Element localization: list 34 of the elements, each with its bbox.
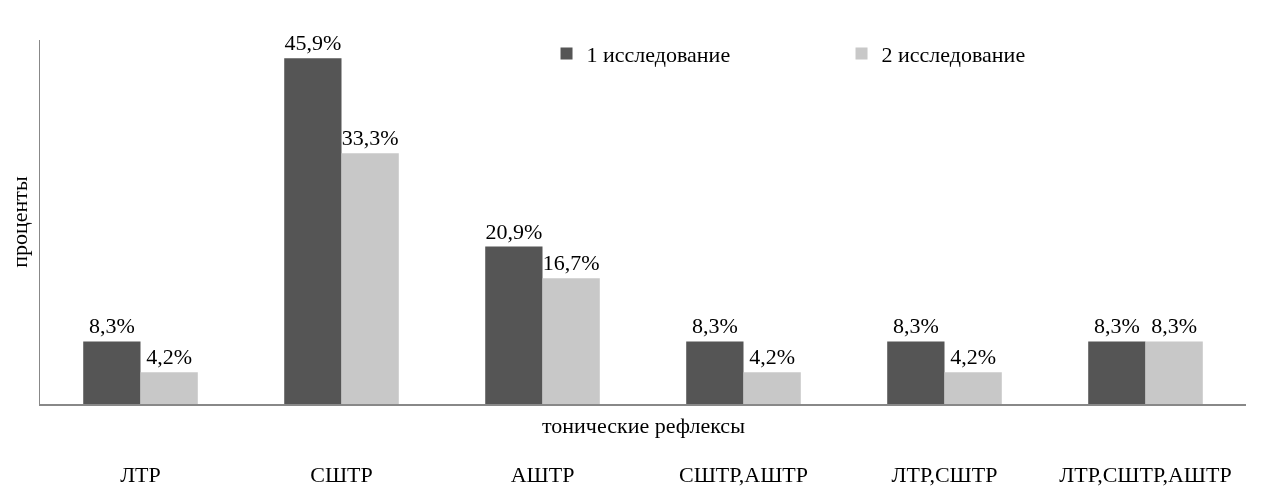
data-label: 33,3% [341, 125, 399, 151]
bar [743, 372, 801, 404]
x-tick-label: ЛТР,СШТР [891, 462, 998, 488]
data-label: 4,2% [749, 344, 796, 370]
bar [686, 341, 744, 404]
bar [284, 58, 342, 404]
bar [1145, 341, 1203, 404]
data-label: 8,3% [691, 313, 738, 339]
bar [83, 341, 141, 404]
x-tick-label: ЛТР,СШТР,АШТР [1059, 462, 1232, 488]
bar [887, 341, 945, 404]
data-label: 8,3% [1093, 313, 1140, 339]
data-label: 4,2% [950, 344, 997, 370]
bar [1088, 341, 1146, 404]
bar [542, 278, 600, 404]
data-label: 8,3% [1151, 313, 1198, 339]
bar [485, 246, 543, 404]
data-label: 8,3% [892, 313, 939, 339]
x-axis-title: тонические рефлексы [542, 413, 746, 438]
data-label: 4,2% [146, 344, 193, 370]
data-label: 45,9% [284, 30, 342, 56]
y-axis-title: проценты [6, 176, 32, 268]
data-label: 8,3% [88, 313, 135, 339]
bar [140, 372, 198, 404]
data-label: 20,9% [485, 218, 543, 244]
data-label: 16,7% [542, 250, 600, 276]
bar [341, 153, 399, 404]
x-tick-label: ЛТР [120, 462, 161, 488]
legend-label: 1 исследование [586, 42, 731, 68]
x-tick-label: СШТР [310, 462, 373, 488]
x-tick-label: СШТР,АШТР [678, 462, 809, 488]
x-tick-label: АШТР [510, 462, 575, 488]
bar [944, 372, 1002, 404]
legend-label: 2 исследование [881, 42, 1026, 68]
